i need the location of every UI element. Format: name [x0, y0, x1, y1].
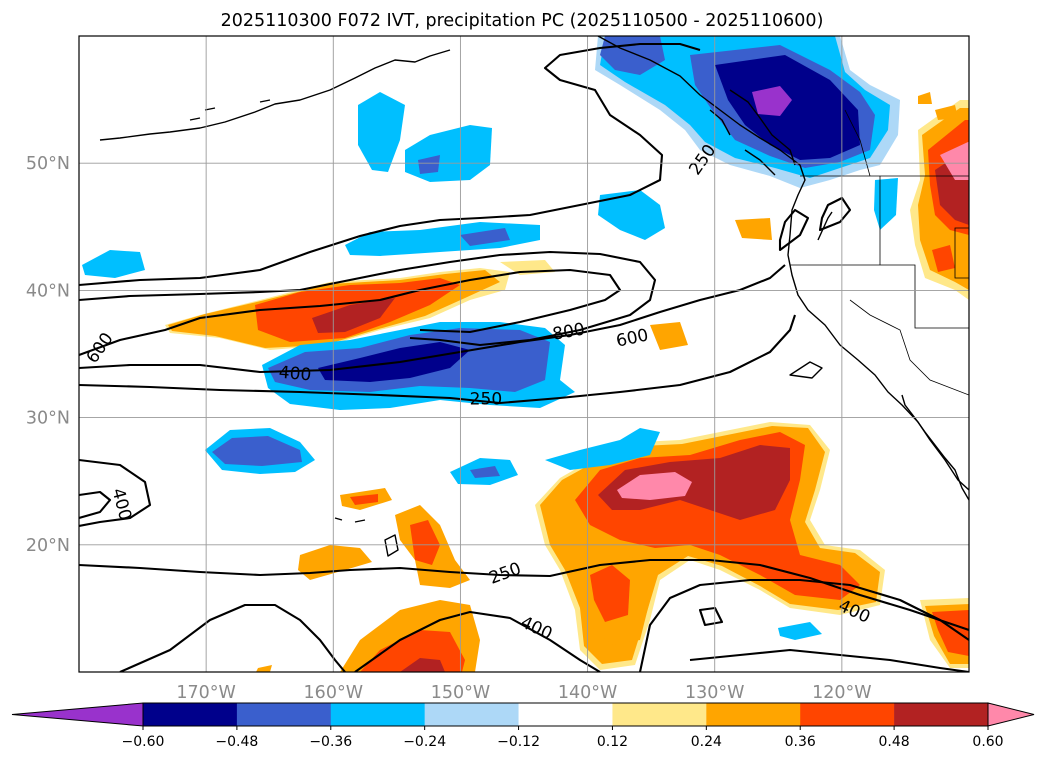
map-title: 2025110300 F072 IVT, precipitation PC (2…: [221, 11, 824, 31]
colorbar-segment: [236, 703, 332, 726]
lat-tick-label: 20°N: [26, 536, 70, 556]
colorbar-frame: [142, 702, 989, 727]
contour-label-text: 400: [278, 363, 312, 386]
colorbar-segment: [143, 703, 238, 726]
colorbar-tick-label: −0.60: [122, 734, 165, 750]
colorbar-extend-low: [11, 702, 144, 727]
contour-label: 400: [278, 363, 312, 386]
coastlines: [99, 36, 969, 557]
precip-region-north-blobs: [82, 92, 665, 278]
colorbar-tick-label: −0.36: [309, 734, 352, 750]
colorbar-segment: [612, 703, 707, 726]
colorbar-segment: [706, 703, 801, 726]
colorbar-segment: [330, 703, 425, 726]
lat-tick-label: 40°N: [26, 281, 70, 301]
lon-tick-labels: 170°W 160°W 150°W 140°W 130°W 120°W: [176, 683, 871, 703]
lon-tick-label: 150°W: [431, 683, 490, 703]
gridlines: [79, 36, 969, 672]
colorbar-tick-label: 0.60: [972, 734, 1003, 750]
colorbar-tick-label: −0.48: [215, 734, 258, 750]
ivt-contours: [79, 42, 969, 672]
precipitation-shading: [82, 36, 969, 672]
colorbar-tick-label: 0.48: [879, 734, 910, 750]
colorbar-tick-label: −0.12: [497, 734, 540, 750]
lat-tick-label: 50°N: [26, 154, 70, 174]
lon-tick-label: 130°W: [685, 683, 744, 703]
lon-tick-label: 120°W: [812, 683, 871, 703]
lat-tick-labels: 50°N 40°N 30°N 20°N: [26, 154, 70, 556]
colorbar-segment: [800, 703, 895, 726]
precip-region-blue-south: [205, 428, 822, 640]
colorbar-extend-high: [987, 702, 1035, 727]
contour-label-text: 250: [470, 390, 502, 410]
colorbar-segment: [518, 703, 613, 726]
precip-region-pacific-northwest-positive: [910, 92, 969, 668]
lat-tick-label: 30°N: [26, 409, 70, 429]
plot-frame: [78, 35, 970, 673]
contour-label: 250: [470, 390, 502, 410]
colorbar-tick-label: 0.12: [597, 734, 628, 750]
lon-tick-label: 160°W: [304, 683, 363, 703]
colorbar-tick-label: 0.36: [785, 734, 816, 750]
colorbar: −0.60 −0.48 −0.36 −0.24 −0.12 0.12 0.24 0.36 0.4…: [11, 702, 1035, 750]
political-borders: [790, 109, 969, 396]
lon-tick-label: 140°W: [558, 683, 617, 703]
colorbar-tick-label: −0.24: [403, 734, 446, 750]
colorbar-tick-label: 0.24: [691, 734, 722, 750]
lon-tick-label: 170°W: [176, 683, 235, 703]
colorbar-segment: [424, 703, 519, 726]
colorbar-segment: [894, 703, 989, 726]
